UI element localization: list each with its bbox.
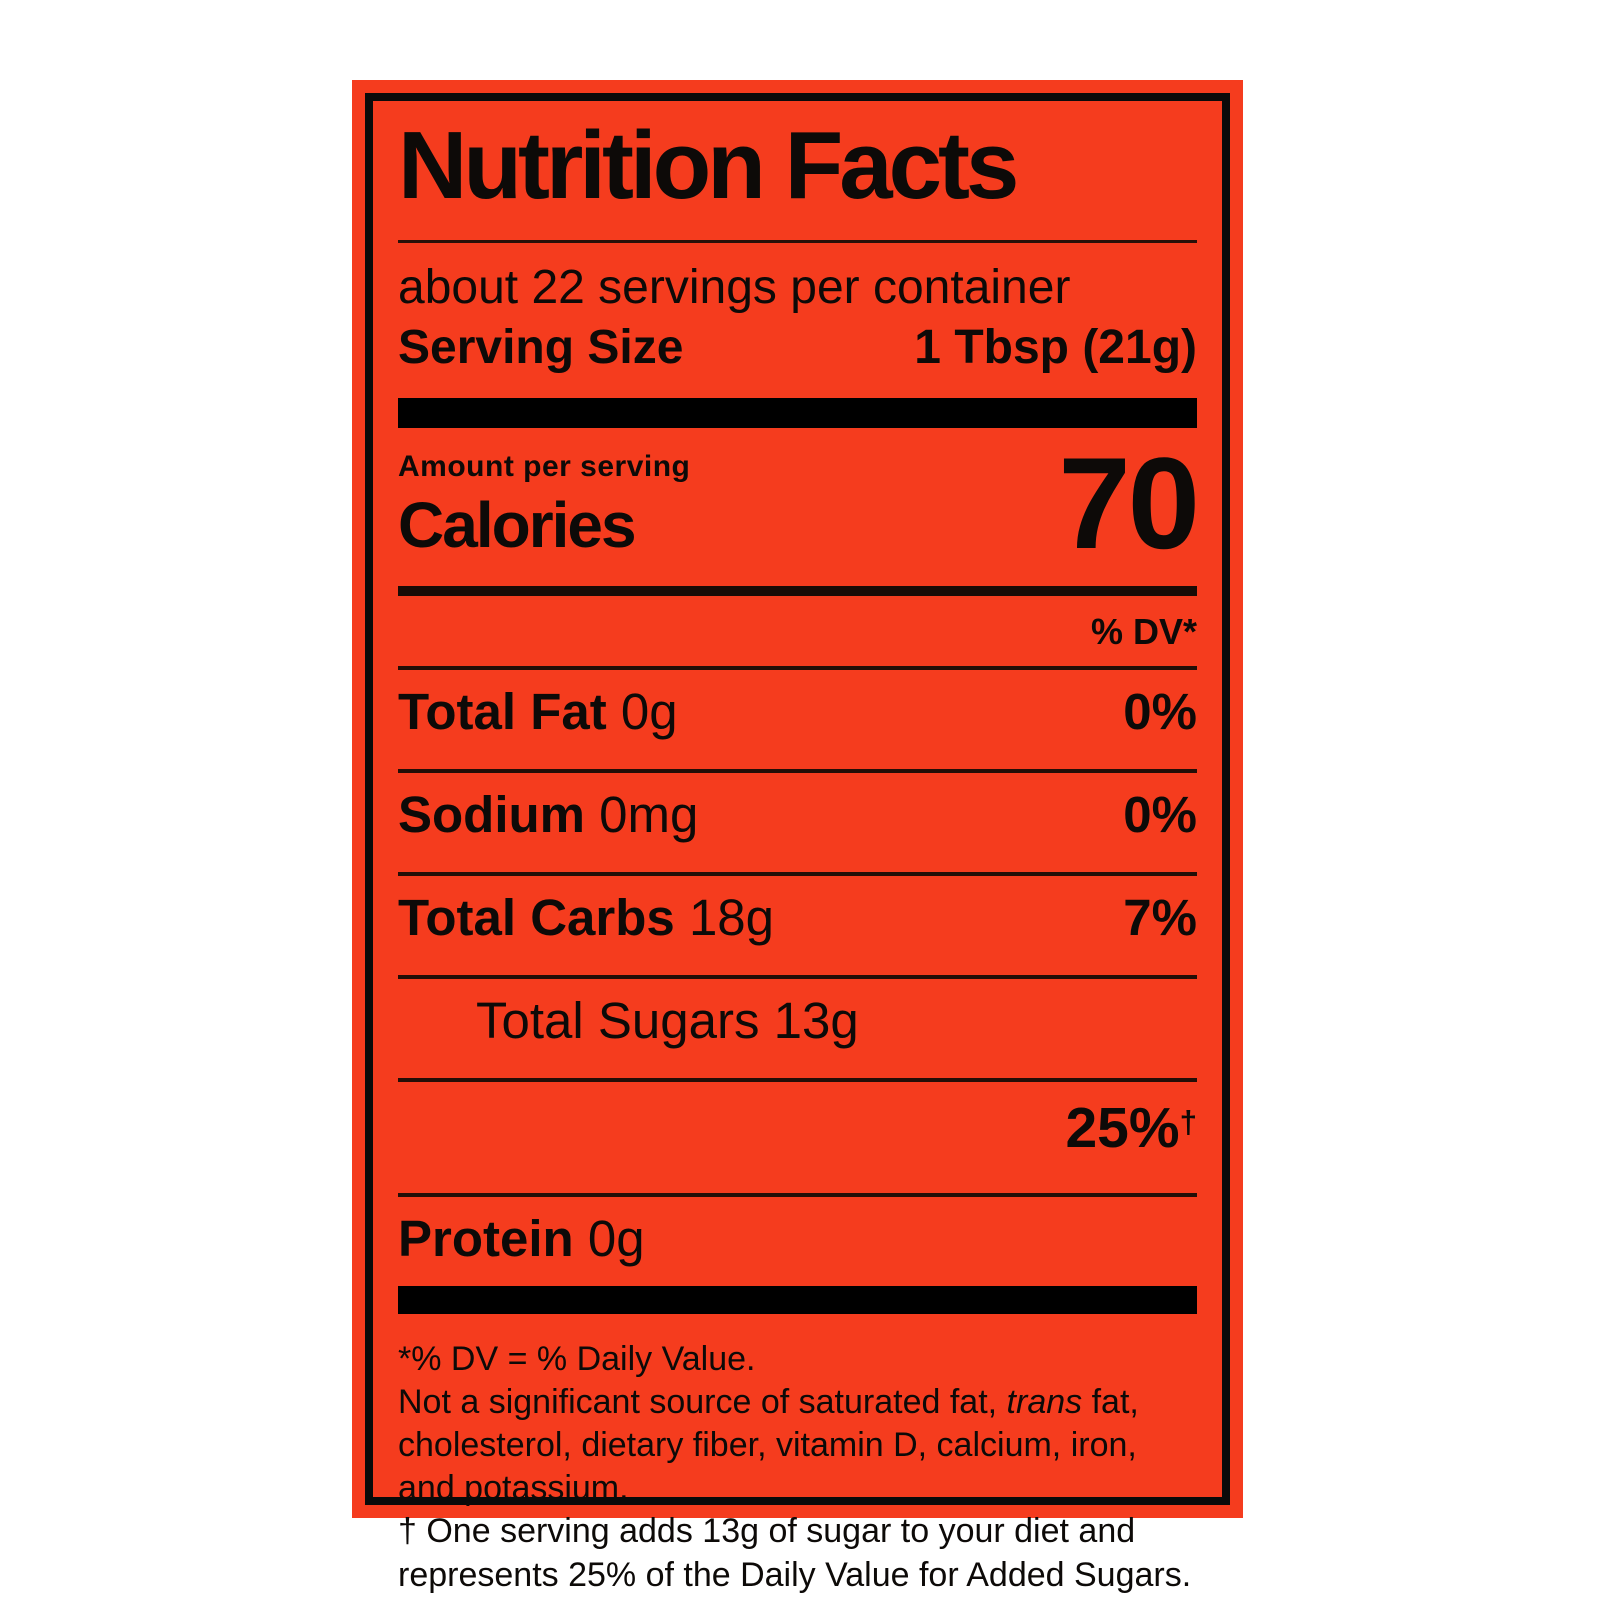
- nutrition-facts-label: Nutrition Facts about 22 servings per co…: [352, 80, 1243, 1594]
- nutrient-amount: 13g: [773, 991, 859, 1049]
- divider: [398, 768, 1197, 773]
- nutrient-dv: 0%: [1123, 785, 1197, 843]
- nutrient-amount: 0g: [587, 1209, 645, 1267]
- daily-value-header: % DV*: [1090, 610, 1197, 652]
- nutrient-text: Protein 0g: [398, 1213, 645, 1264]
- nutrient-dv: 0%: [1123, 682, 1197, 740]
- nutrient-name: Total Fat: [398, 682, 607, 740]
- servings-per-container: about 22 servings per container: [398, 261, 1071, 314]
- nutrient-amount: 18g: [688, 888, 775, 946]
- added-sugars-dv: 25%: [1065, 1095, 1180, 1160]
- calories-label: Calories: [398, 488, 637, 561]
- footnotes: *% DV = % Daily Value. Not a significant…: [398, 1338, 1197, 1597]
- row-total-sugars: Total Sugars 13g: [398, 979, 1197, 1062]
- amount-per-serving-label: Amount per serving: [398, 449, 691, 483]
- serving-size-row: Serving Size 1 Tbsp (21g): [398, 321, 1197, 375]
- thick-divider-bottom: [398, 1285, 1197, 1314]
- divider: [398, 974, 1197, 979]
- calories-value: 70: [1058, 429, 1200, 576]
- footnote-not-significant: Not a significant source of saturated fa…: [398, 1381, 1197, 1511]
- label-title: Nutrition Facts: [398, 112, 1019, 219]
- dagger-mark: †: [1179, 1104, 1197, 1140]
- footnote-text: Not a significant source of saturated fa…: [398, 1382, 1007, 1421]
- nutrient-amount: 0mg: [599, 785, 699, 843]
- title-divider: [398, 240, 1197, 243]
- nutrient-text: Total Carbs 18g: [398, 892, 774, 943]
- nutrient-text: Total Sugars 13g: [476, 995, 859, 1046]
- row-total-carbs: Total Carbs 18g 7%: [398, 876, 1197, 959]
- divider: [398, 871, 1197, 876]
- row-protein: Protein 0g: [398, 1197, 1197, 1280]
- footnote-added-sugar: † One serving adds 13g of sugar to your …: [398, 1512, 1192, 1594]
- nutrient-dv: 7%: [1123, 888, 1197, 946]
- calories-divider: [398, 585, 1197, 596]
- footnote-dv-definition: *% DV = % Daily Value.: [398, 1339, 756, 1378]
- row-added-sugars: 25% †: [398, 1082, 1197, 1177]
- calories-left: Amount per serving Calories: [398, 450, 690, 562]
- nutrient-name: Protein: [398, 1209, 574, 1267]
- calories-block: Amount per serving Calories 70: [398, 429, 1200, 576]
- footnote-trans-italic: trans: [1006, 1382, 1083, 1421]
- divider: [398, 665, 1197, 670]
- nutrient-amount: 0g: [620, 682, 678, 740]
- nutrient-name: Sodium: [398, 785, 585, 843]
- nutrient-text: Total Fat 0g: [398, 686, 678, 737]
- nutrient-name: Total Sugars: [476, 991, 760, 1049]
- nutrient-text: Sodium 0mg: [398, 789, 698, 840]
- row-total-fat: Total Fat 0g 0%: [398, 670, 1197, 753]
- serving-size-value: 1 Tbsp (21g): [914, 321, 1197, 375]
- thick-divider-top: [398, 397, 1197, 428]
- row-sodium: Sodium 0mg 0%: [398, 773, 1197, 856]
- divider: [398, 1077, 1197, 1082]
- serving-size-label: Serving Size: [398, 321, 684, 375]
- divider: [398, 1192, 1197, 1197]
- label-content: Nutrition Facts about 22 servings per co…: [398, 112, 1200, 1597]
- footnote-text: fat, cholesterol, dietary fiber, vitamin…: [398, 1382, 1139, 1508]
- nutrient-name: Total Carbs: [398, 888, 675, 946]
